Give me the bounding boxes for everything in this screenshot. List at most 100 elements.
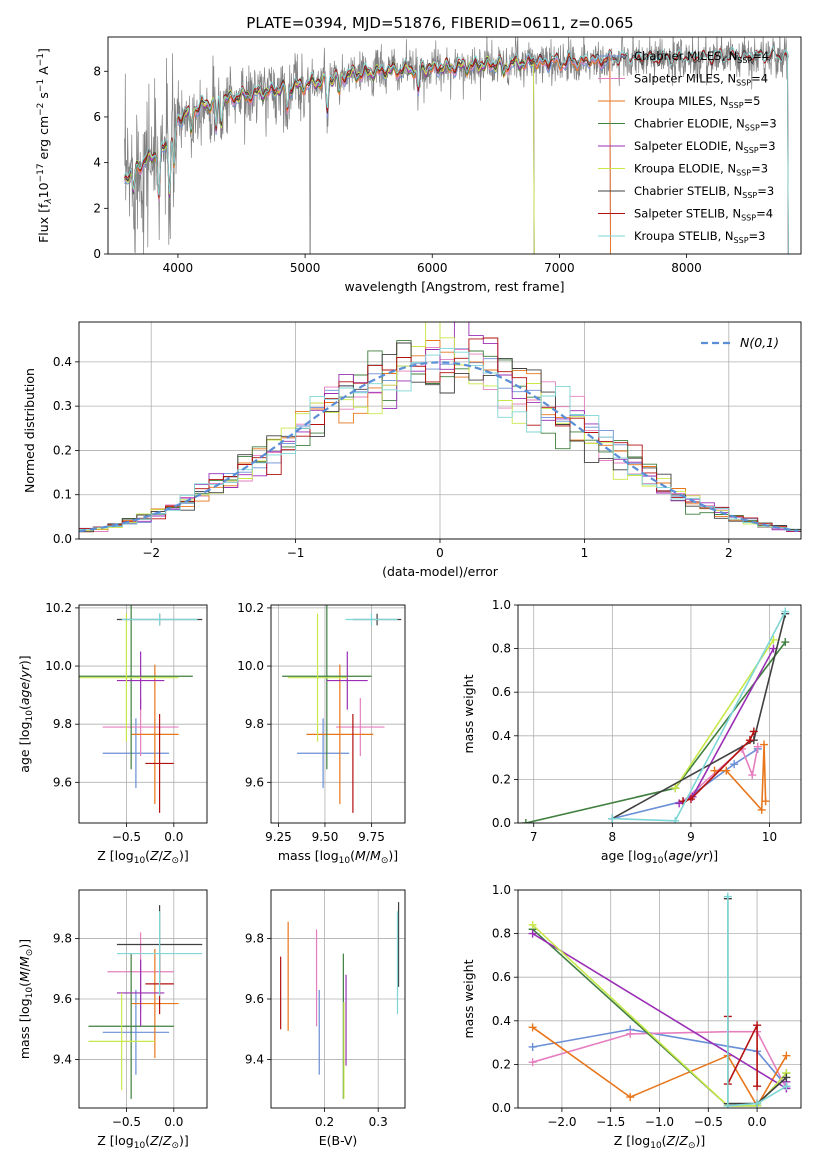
weight-marker [528, 1042, 537, 1051]
x-axis-label-part: Z [678, 1133, 688, 1148]
y-tick-label: 10.0 [45, 659, 72, 673]
y-axis-label-part: 10 [25, 987, 35, 999]
axes-frame [107, 36, 802, 255]
y-tick-label: 0.6 [492, 970, 511, 984]
panel-mass_vs_Z: −0.5 0.09.49.69.8Z [log10(Z/Z⊙)]mass [log… [17, 889, 208, 1151]
y-axis-label-part: A [36, 66, 51, 79]
y-tick-label: 9.6 [245, 775, 264, 789]
weight-marker [760, 740, 769, 749]
histogram-kroupa-elodie [79, 322, 801, 531]
weight-marker [782, 1051, 791, 1060]
legend-label: N(0,1) [740, 335, 779, 350]
weight-marker [749, 727, 758, 736]
weight-marker [710, 766, 719, 775]
y-tick-label: 9.6 [245, 992, 264, 1006]
y-tick-label: 9.4 [245, 1053, 264, 1067]
y-tick-label: 0 [93, 247, 101, 261]
x-tick-label: 0.0 [164, 1115, 183, 1129]
y-axis-label-part: / [17, 677, 32, 682]
panel-spectrum: 4000 5000 6000 7000 8000 0 2 4 6 8 wavelength [Ang… [36, 36, 802, 294]
legend-label-part: Kroupa MILES, N [634, 94, 729, 108]
x-axis-label: wavelength [Angstrom, rest frame] [344, 279, 564, 294]
weight-marker [781, 607, 790, 616]
x-tick-label: 9.75 [358, 830, 385, 844]
x-tick-label: 0.0 [164, 830, 183, 844]
normal-curve [79, 361, 799, 533]
axes-frame [517, 604, 802, 824]
y-tick-label: 0.1 [53, 488, 72, 502]
legend-label-part: Kroupa STELIB, N [634, 229, 734, 243]
weight-marker [686, 795, 695, 804]
y-axis-label: age [log10(age/yr)] [17, 655, 35, 772]
legend-label: Chabrier ELODIE, NSSP=3 [634, 117, 777, 133]
plot-area-age_vs_Z [79, 605, 203, 813]
legend-label-part: SSP [734, 236, 749, 245]
y-tick-label: 0.4 [53, 355, 72, 369]
x-axis-label-part: ⊙ [171, 856, 179, 866]
x-tick-label: −0.5 [112, 1115, 141, 1129]
x-axis-label-part: E(B-V) [319, 1133, 358, 1148]
weight-marker [745, 736, 754, 745]
y-axis-label-part: 10 [36, 182, 51, 198]
axes-frame [517, 889, 802, 1109]
y-axis-label-part: / [17, 966, 32, 971]
figure-title: PLATE=0394, MJD=51876, FIBERID=0611, z=0… [246, 14, 633, 32]
y-tick-label: 9.6 [53, 992, 72, 1006]
y-axis-label-part: ⊙ [25, 949, 35, 957]
y-tick-label: 0.2 [53, 443, 72, 457]
observed-spectrum-line [124, 37, 789, 254]
legend-label: Salpeter STELIB, NSSP=4 [634, 207, 773, 223]
y-axis-label-part: ( [17, 982, 32, 987]
legend-label-part: Chabrier STELIB, N [634, 184, 742, 198]
y-tick-label: 0.2 [492, 1057, 511, 1071]
y-axis-label-part: age [log [17, 721, 32, 772]
y-tick-label: 4 [93, 156, 101, 170]
x-tick-label: −1.0 [645, 1115, 674, 1129]
x-axis-label-part: 10 [134, 1141, 146, 1151]
weight-line [532, 1028, 788, 1087]
y-axis-label-part: Normed distribution [22, 368, 37, 493]
panel-mass_vs_ebv: 0.2 0.3 9.4 9.6 9.8 E(B-V) [245, 889, 406, 1148]
x-axis-label-part: ( [145, 1133, 150, 1148]
x-axis-label-part: )] [695, 1133, 705, 1148]
y-tick-label: 0.8 [492, 927, 511, 941]
weight-marker [528, 929, 537, 938]
panel-weight_vs_Z: −2.0 −1.5 −1.0 −0.5 0.0 0.0 0.2 0.4 0.6 0.8 1.0 Z [… [461, 883, 802, 1151]
y-axis-label: mass weight [461, 674, 476, 753]
y-tick-label: 0.4 [492, 729, 511, 743]
legend-label: Chabrier MILES, NSSP=4 [634, 49, 769, 65]
weight-marker [781, 638, 790, 647]
y-tick-label: 0.0 [53, 532, 72, 546]
x-axis-label: Z [log10(Z/Z⊙)] [97, 1133, 189, 1151]
legend-label-part: Salpeter ELODIE, N [634, 139, 744, 153]
y-axis-label-part: s [36, 92, 51, 103]
x-tick-label: 9.50 [312, 830, 339, 844]
y-axis-label-part: −17 [36, 163, 46, 182]
weight-marker [753, 1082, 762, 1091]
weight-marker [748, 771, 757, 780]
weight-marker [626, 1093, 635, 1102]
x-tick-label: −0.5 [694, 1115, 723, 1129]
legend-label-part: Chabrier MILES, N [634, 49, 737, 63]
weight-marker [723, 892, 732, 901]
x-tick-label: 8 [609, 830, 617, 844]
weight-marker [608, 814, 617, 823]
plot-area-mass_vs_Z [88, 905, 203, 1099]
x-axis-label-part: / [159, 848, 164, 863]
x-tick-label: 0.2 [315, 1115, 334, 1129]
x-tick-label: 0.0 [748, 1115, 767, 1129]
y-tick-label: 0.3 [53, 399, 72, 413]
y-axis-label-part: mass [log [17, 998, 32, 1059]
y-axis-label: Normed distribution [22, 368, 37, 493]
x-axis-label-part: Z [log [97, 1133, 133, 1148]
plot-area-residual_hist [79, 322, 801, 533]
legend-label-part: Kroupa ELODIE, N [634, 162, 736, 176]
histogram-kroupa-stelib [79, 347, 801, 531]
plot-area-weight_vs_Z [528, 892, 791, 1108]
legend-label-part: SSP [737, 56, 752, 65]
model-spectrum-salpeter-stelib [124, 46, 789, 254]
weight-marker [761, 797, 770, 806]
x-axis-label-part: )] [179, 1133, 189, 1148]
